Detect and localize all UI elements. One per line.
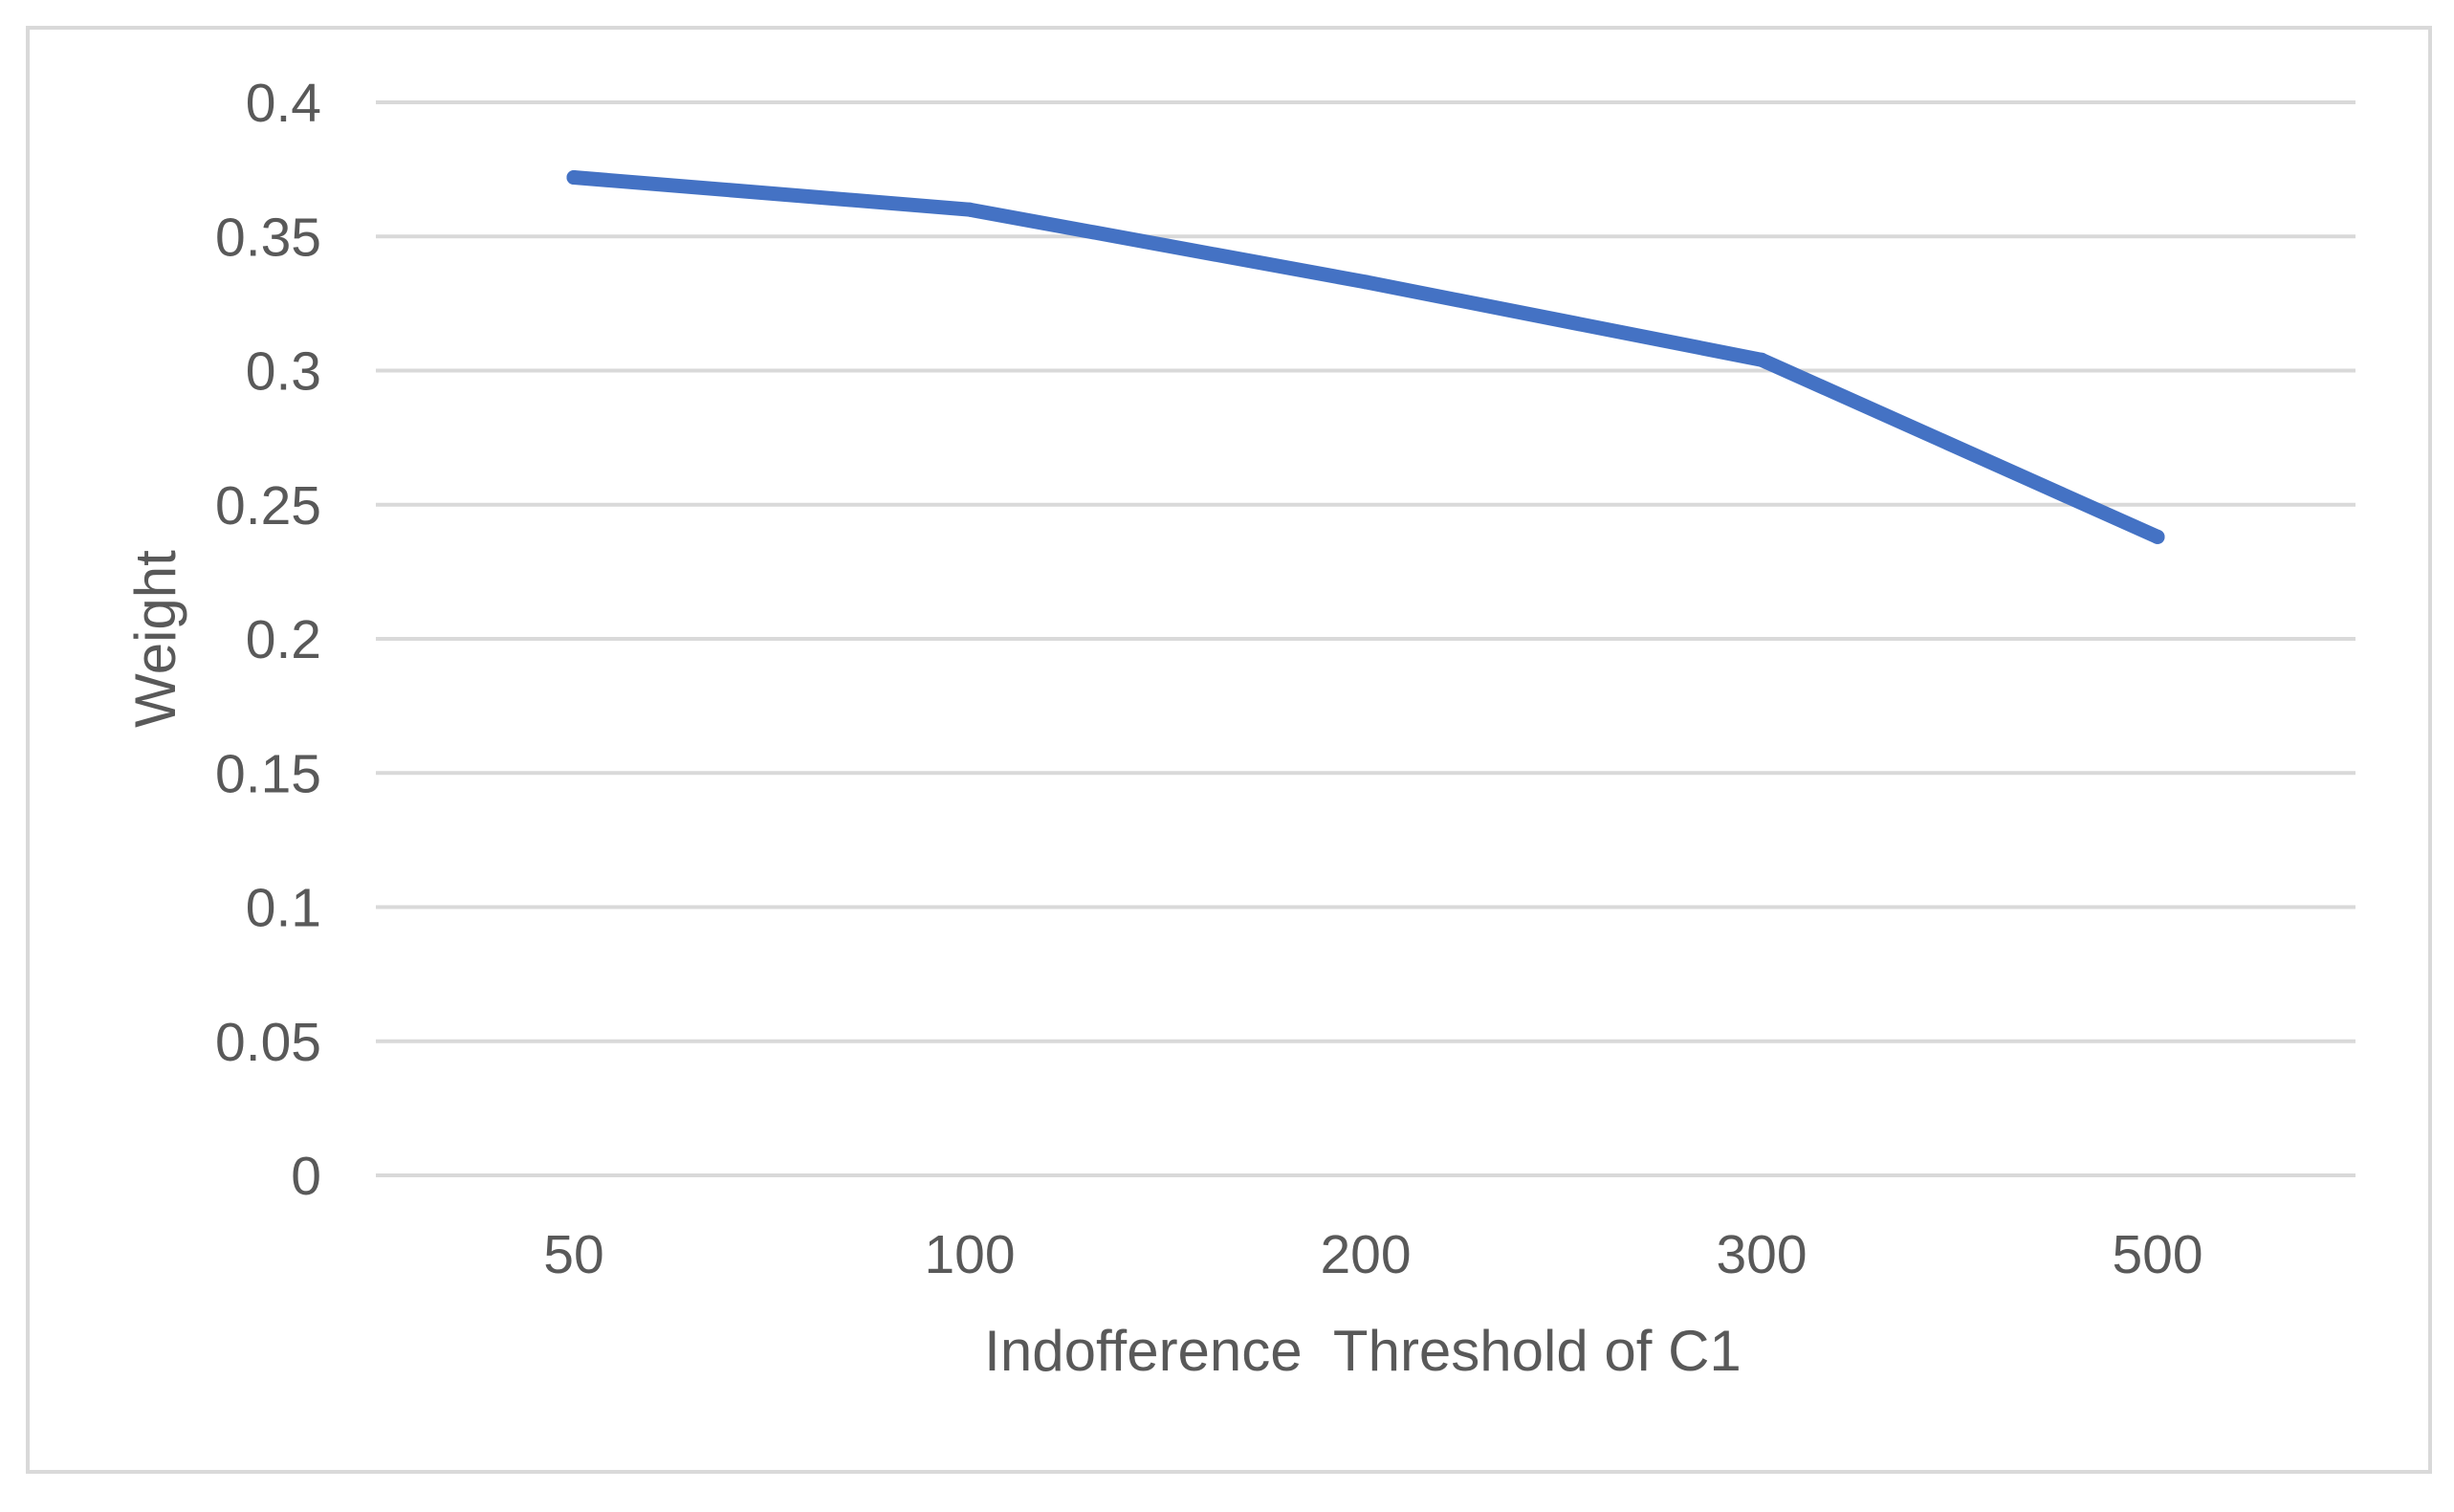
data-point: [566, 170, 581, 186]
y-axis-tick-labels: 0 0.05 0.1 0.15 0.2 0.25 0.3 0.35 0.4: [215, 73, 321, 1207]
chart-border: [26, 26, 2432, 1474]
y-axis-title: Weight: [123, 550, 187, 728]
x-tick-label: 300: [1716, 1224, 1807, 1285]
y-tick-label: 0.3: [246, 341, 321, 403]
series-layer: [566, 170, 2165, 544]
y-tick-label: 0.05: [215, 1012, 321, 1073]
data-point: [2150, 529, 2165, 544]
data-point: [1754, 352, 1769, 367]
x-tick-label: 200: [1320, 1224, 1411, 1285]
data-point: [962, 202, 977, 217]
y-tick-label: 0: [291, 1146, 321, 1207]
y-tick-label: 0.2: [246, 609, 321, 670]
y-tick-label: 0.15: [215, 743, 321, 804]
x-axis-tick-labels: 50 100 200 300 500: [543, 1224, 2202, 1285]
gridlines: [376, 100, 2355, 1177]
y-tick-label: 0.1: [246, 878, 321, 939]
y-tick-label: 0.25: [215, 475, 321, 537]
data-point: [1358, 274, 1373, 290]
x-tick-label: 100: [924, 1224, 1015, 1285]
x-tick-label: 500: [2112, 1224, 2202, 1285]
y-tick-label: 0.35: [215, 207, 321, 268]
x-tick-label: 50: [543, 1224, 603, 1285]
y-tick-label: 0.4: [246, 73, 321, 134]
x-axis-title: Indofference Threshold of C1: [984, 1319, 1742, 1383]
